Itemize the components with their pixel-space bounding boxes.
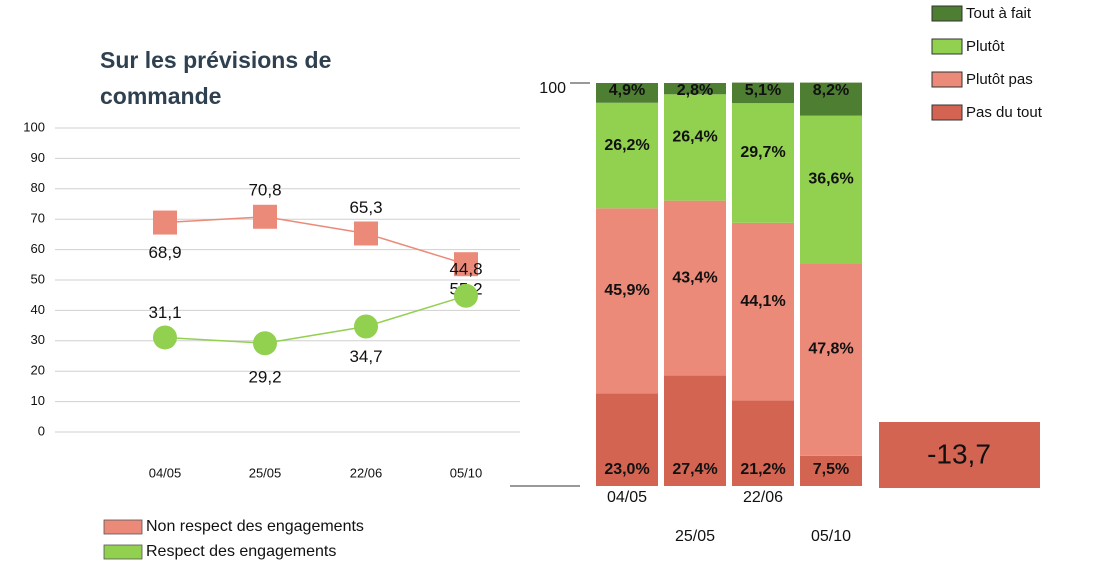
- data-label: 26,2%: [604, 137, 649, 154]
- annotation: -13,7: [927, 438, 991, 469]
- data-label: 44,8: [449, 259, 482, 278]
- y-tick-label: 100: [23, 119, 45, 134]
- legend-swatch: [103, 519, 143, 535]
- bar-segment: [732, 222, 794, 401]
- data-label: 5,1%: [745, 82, 781, 99]
- data-label: 68,9: [148, 243, 181, 262]
- y-tick-label: 40: [31, 302, 45, 317]
- bar-segment: [800, 263, 862, 456]
- bar-segment: [596, 208, 658, 394]
- marker: [354, 221, 378, 246]
- legend-swatch: [931, 38, 963, 55]
- x-tick-label: 05/10: [450, 465, 483, 480]
- data-label: 70,8: [248, 180, 281, 199]
- legend-label: Non respect des engagements: [146, 518, 364, 535]
- legend-label: Plutôt: [966, 38, 1005, 55]
- x-tick-label: 25/05: [675, 528, 715, 545]
- y-tick-label: 0: [38, 423, 45, 438]
- marker: [153, 325, 177, 350]
- bar-segment: [800, 115, 862, 264]
- bar-segment: [800, 82, 862, 116]
- bar-segment: [664, 200, 726, 376]
- y-tick-label: 60: [31, 241, 45, 256]
- bar-segment: [800, 455, 862, 486]
- y-tick-label: 70: [31, 211, 45, 226]
- y-tick-label: 80: [31, 180, 45, 195]
- y-tick-label: 90: [31, 150, 45, 165]
- x-tick-label: 04/05: [607, 489, 647, 506]
- marker: [153, 210, 177, 235]
- legend-label: Respect des engagements: [146, 543, 336, 560]
- annotation-box: [879, 422, 1040, 488]
- data-label: 8,2%: [813, 82, 849, 99]
- bar-segment: [596, 102, 658, 209]
- series-line: [164, 216, 467, 265]
- legend-swatch: [931, 104, 963, 121]
- series-line: [164, 295, 467, 344]
- y-tick-label: 20: [31, 363, 45, 378]
- data-label: 29,7%: [740, 144, 785, 161]
- data-label: 2,8%: [677, 82, 713, 99]
- bar-segment: [664, 94, 726, 201]
- x-tick-label: 04/05: [149, 465, 182, 480]
- marker: [253, 204, 277, 229]
- data-label: 43,4%: [672, 269, 717, 286]
- y-tick-label: 100: [539, 80, 566, 97]
- data-label: 7,5%: [813, 461, 849, 478]
- x-tick-label: 25/05: [249, 465, 282, 480]
- data-label: 45,9%: [604, 282, 649, 299]
- y-tick-label: 50: [31, 271, 45, 286]
- data-label: 65,3: [349, 198, 382, 217]
- data-label: 34,7: [349, 347, 382, 366]
- bar-segment: [596, 83, 658, 103]
- chart-title: Sur les prévisions de commande: [100, 47, 332, 109]
- bar-segment: [596, 393, 658, 486]
- bar-segment: [664, 375, 726, 486]
- x-tick-label: 22/06: [743, 489, 783, 506]
- data-label: 26,4%: [672, 129, 717, 146]
- data-label: 44,1%: [740, 293, 785, 310]
- legend-label: Plutôt pas: [966, 71, 1033, 88]
- y-tick-label: 30: [31, 332, 45, 347]
- bar-segment: [732, 82, 794, 104]
- data-label: 27,4%: [672, 461, 717, 478]
- marker: [454, 252, 478, 277]
- x-tick-label: 22/06: [350, 465, 383, 480]
- legend-label: Tout à fait: [966, 5, 1032, 22]
- data-label: 21,2%: [740, 461, 785, 478]
- data-label: 29,2: [248, 368, 281, 387]
- legend-label: Pas du tout: [966, 104, 1043, 121]
- data-label: 36,6%: [808, 171, 853, 188]
- data-label: 47,8%: [808, 341, 853, 358]
- marker: [253, 331, 277, 356]
- legend-swatch: [103, 544, 143, 560]
- legend-swatch: [931, 5, 963, 22]
- marker: [454, 283, 478, 308]
- y-tick-label: 10: [31, 393, 45, 408]
- data-label: 4,9%: [609, 82, 645, 99]
- bar-segment: [732, 103, 794, 223]
- data-label: 31,1: [148, 303, 181, 322]
- legend-swatch: [931, 71, 963, 88]
- bar-segment: [664, 83, 726, 95]
- marker: [354, 314, 378, 339]
- data-label: 23,0%: [604, 461, 649, 478]
- x-tick-label: 05/10: [811, 528, 851, 545]
- bar-segment: [732, 400, 794, 486]
